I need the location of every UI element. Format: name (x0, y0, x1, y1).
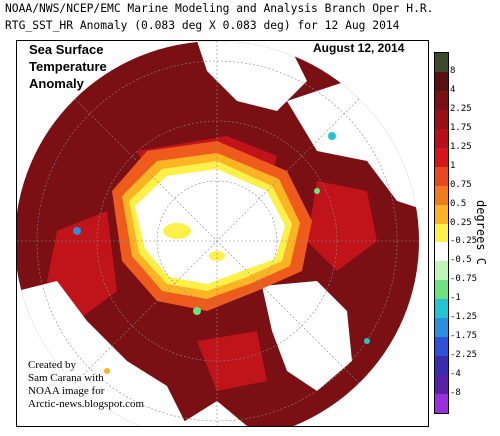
map-title-overlay: Sea Surface Temperature Anomaly (29, 41, 107, 92)
credit-line: NOAA image for (28, 385, 105, 397)
color-legend-tick-label: -1.25 (450, 312, 478, 323)
color-legend-swatch (435, 356, 448, 376)
color-legend-swatch (435, 71, 448, 92)
map-title-line: Anomaly (29, 76, 84, 91)
header-title-line-2: RTG_SST_HR Anomaly (0.083 deg X 0.083 de… (5, 19, 400, 32)
credit-line: Created by (28, 359, 76, 371)
credit-text: Created by Sam Carana with NOAA image fo… (28, 359, 144, 411)
color-legend-swatch (435, 147, 448, 168)
color-legend-swatch (435, 375, 448, 395)
color-legend-unit: degrees C (474, 200, 488, 266)
credit-line: Arctic-news.blogspot.com (28, 398, 145, 410)
color-legend-swatch (435, 166, 448, 187)
color-legend-tick-label: 8 (450, 65, 456, 76)
color-legend-swatch (435, 337, 448, 357)
color-legend-swatch (435, 299, 448, 319)
color-legend-swatch (435, 223, 448, 243)
color-legend-swatch (435, 185, 448, 206)
coastal-anomaly-specks (73, 132, 370, 374)
header-title-line-1: NOAA/NWS/NCEP/EMC Marine Modeling and An… (5, 2, 434, 15)
color-legend-tick-label: 0.5 (450, 198, 467, 209)
color-legend-tick-label: 1.25 (450, 141, 472, 152)
color-legend-swatch (435, 394, 448, 414)
color-legend-tick-label: 0.75 (450, 179, 472, 190)
color-legend-swatch (435, 128, 448, 149)
map-date-overlay: August 12, 2014 (313, 41, 405, 55)
polar-map-canvas (17, 41, 419, 426)
color-legend-swatch (435, 204, 448, 225)
graticule (17, 41, 419, 426)
color-legend-tick-label: -0.75 (450, 274, 478, 285)
credit-line: Sam Carana with (28, 372, 104, 384)
color-legend-swatch (435, 53, 448, 73)
color-legend-tick-label: -1.75 (450, 331, 478, 342)
map-title-line: Sea Surface (29, 42, 104, 57)
land-alaska (197, 41, 307, 111)
color-legend-swatch (435, 242, 448, 262)
color-legend-swatch (435, 318, 448, 338)
color-legend-tick-label: -0.5 (450, 255, 472, 266)
ice-yellow-spots (163, 223, 225, 261)
map-title-line: Temperature (29, 59, 107, 74)
color-legend-tick-label: 4 (450, 84, 456, 95)
color-legend-swatch (435, 261, 448, 281)
color-legend-swatch (435, 90, 448, 111)
color-legend-tick-label: 1.75 (450, 122, 472, 133)
color-legend-tick-label: -4 (450, 369, 461, 380)
color-legend-tick-label: 1 (450, 160, 456, 171)
color-legend-tick-label: 0.25 (450, 217, 472, 228)
sea-ice (135, 169, 285, 284)
color-legend-swatch (435, 109, 448, 130)
color-legend-tick-label: -8 (450, 388, 461, 399)
color-legend-tick-label: -0.25 (450, 236, 478, 247)
color-legend-tick-label: 2.25 (450, 103, 472, 114)
color-legend-tick-label: -1 (450, 293, 461, 304)
header: NOAA/NWS/NCEP/EMC Marine Modeling and An… (0, 0, 500, 40)
color-legend-bar (434, 52, 449, 414)
color-legend-swatch (435, 280, 448, 300)
color-legend-tick-label: -2.25 (450, 350, 478, 361)
sst-anomaly-map: Sea Surface Temperature Anomaly August 1… (16, 40, 429, 427)
